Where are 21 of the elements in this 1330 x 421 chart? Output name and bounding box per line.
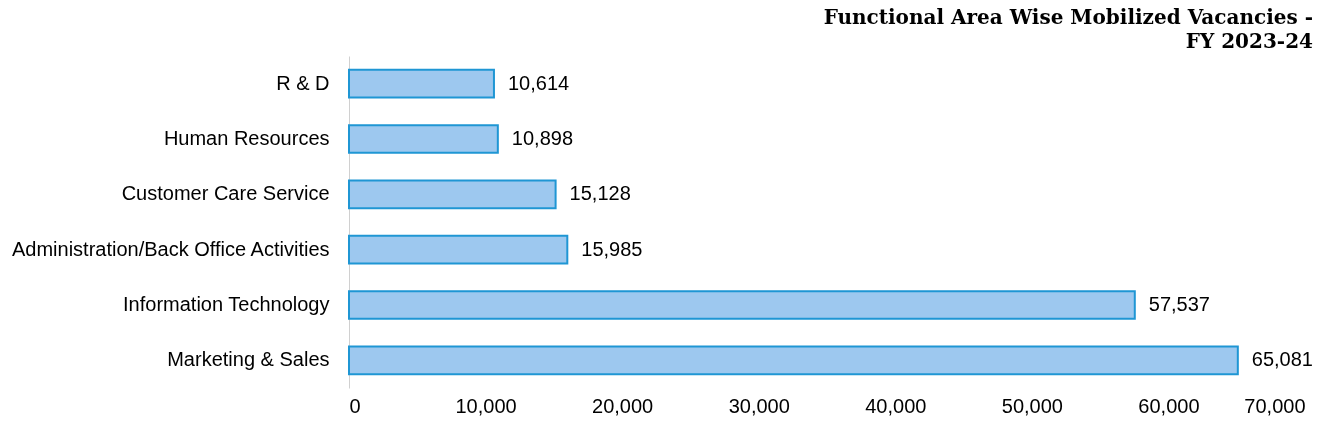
x-tick-label: 20,000 bbox=[592, 394, 654, 417]
y-tick-label: R & D bbox=[276, 71, 330, 94]
x-tick-label: 10,000 bbox=[455, 394, 517, 417]
x-tick-label: 40,000 bbox=[865, 394, 927, 417]
y-tick-label: Administration/Back Office Activities bbox=[11, 237, 330, 260]
data-label: 15,985 bbox=[581, 237, 643, 260]
x-tick-label: 0 bbox=[349, 394, 361, 417]
chart-title: Functional Area Wise Mobilized Vacancies - FY 2023-24 bbox=[823, 5, 1314, 53]
y-tick-label: Information Technology bbox=[123, 293, 330, 315]
data-label: 57,537 bbox=[1148, 293, 1210, 315]
x-tick-label: 30,000 bbox=[728, 394, 790, 417]
x-tick-label: 50,000 bbox=[1001, 394, 1063, 417]
y-tick-label: Human Resources bbox=[163, 127, 330, 149]
y-tick-label: Customer Care Service bbox=[121, 182, 330, 205]
data-label: 15,128 bbox=[569, 182, 631, 205]
x-tick-label: 60,000 bbox=[1138, 394, 1200, 417]
y-tick-label: Marketing & Sales bbox=[167, 348, 330, 371]
x-tick-label: 70,000 bbox=[1244, 394, 1306, 417]
data-label: 10,898 bbox=[511, 127, 574, 149]
data-label: 65,081 bbox=[1251, 348, 1313, 371]
data-label: 10,614 bbox=[507, 71, 570, 94]
